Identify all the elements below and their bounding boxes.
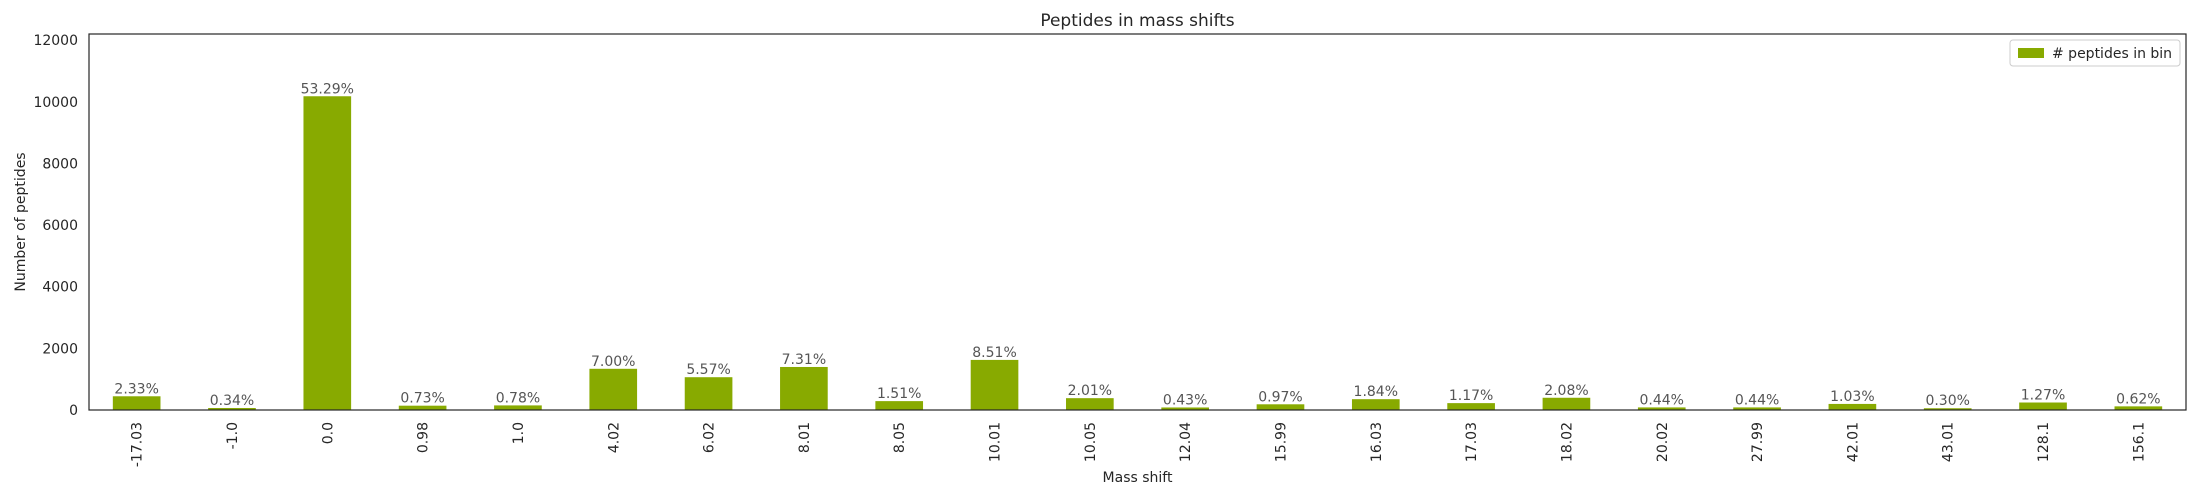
- x-tick-label: 27.99: [1750, 422, 1766, 462]
- y-tick-label: 0: [69, 403, 78, 419]
- x-tick-label: 0.0: [320, 422, 336, 444]
- legend-swatch: [2018, 48, 2044, 58]
- bar: [875, 401, 924, 410]
- bar-data-label: 0.30%: [1925, 393, 1969, 409]
- bar: [1923, 408, 1972, 410]
- bar: [970, 359, 1019, 410]
- bar: [1733, 407, 1781, 410]
- x-tick-label: 10.01: [988, 422, 1004, 462]
- y-tick-label: 10000: [33, 95, 78, 111]
- bar: [589, 368, 638, 410]
- bar: [303, 96, 352, 410]
- bar-data-label: 0.62%: [2116, 391, 2160, 407]
- bar-data-label: 0.44%: [1735, 392, 1779, 408]
- x-tick-label: 20.02: [1655, 422, 1671, 462]
- bars: [112, 96, 2163, 410]
- x-axis-ticks: -17.03 -1.0 0.0 0.98 1.0 4.02 6.02 8.01 8.05 10.0…: [130, 422, 2148, 467]
- x-tick-label: 43.01: [1941, 422, 1957, 462]
- bar: [494, 405, 542, 410]
- bar-data-label: 2.01%: [1068, 383, 1112, 399]
- x-tick-label: 10.05: [1083, 422, 1099, 462]
- bar: [1542, 397, 1591, 410]
- bar-data-label: 5.57%: [686, 362, 730, 378]
- bar: [1828, 403, 1877, 410]
- bar-data-label: 8.51%: [972, 345, 1016, 361]
- bar-data-label: 7.31%: [782, 352, 826, 368]
- bar-data-label: 1.03%: [1830, 389, 1874, 405]
- legend-box: [2009, 39, 2181, 67]
- x-tick-label: 17.03: [1464, 422, 1480, 462]
- bar: [1351, 399, 1400, 410]
- bar-data-label: 0.78%: [496, 390, 540, 406]
- bar: [780, 366, 828, 410]
- x-tick-label: 18.02: [1559, 422, 1575, 462]
- y-tick-label: 4000: [42, 280, 78, 296]
- legend: # peptides in bin: [2009, 39, 2181, 67]
- y-tick-label: 8000: [42, 156, 78, 172]
- bar-data-label: 1.51%: [877, 386, 921, 402]
- bar: [112, 396, 161, 410]
- bar: [1637, 407, 1686, 410]
- x-tick-label: 1.0: [511, 422, 527, 444]
- y-tick-label: 12000: [33, 33, 78, 49]
- bar-data-label: 0.44%: [1640, 392, 1684, 408]
- x-tick-label: 6.02: [702, 422, 718, 453]
- bar-data-label: 0.97%: [1258, 389, 1302, 405]
- x-axis-title: Mass shift: [1103, 470, 1173, 486]
- bar: [398, 405, 447, 410]
- bar: [1161, 407, 1209, 410]
- bar-data-label: 0.73%: [400, 391, 444, 407]
- bar-data-label: 53.29%: [301, 81, 354, 97]
- x-tick-label: 12.04: [1178, 422, 1194, 462]
- x-tick-label: 0.98: [416, 422, 432, 453]
- bar-data-label: 7.00%: [591, 354, 635, 370]
- bar-data-label: 1.17%: [1449, 388, 1493, 404]
- x-tick-label: -17.03: [130, 422, 146, 467]
- bar: [1447, 403, 1495, 410]
- plot-frame: [88, 33, 2187, 411]
- bar-data-labels: 2.33% 0.34% 53.29% 0.73% 0.78% 7.00% 5.57% 7.31…: [114, 81, 2160, 409]
- bar-data-label: 2.08%: [1544, 383, 1588, 399]
- x-tick-label: 8.05: [892, 422, 908, 453]
- x-tick-label: 15.99: [1273, 422, 1289, 462]
- y-axis-title: Number of peptides: [13, 152, 29, 291]
- x-tick-label: 42.01: [1845, 422, 1861, 462]
- x-tick-label: -1.0: [225, 422, 241, 449]
- x-tick-label: 128.1: [2036, 422, 2052, 462]
- bar-data-label: 1.84%: [1354, 384, 1398, 400]
- bar: [1066, 398, 1114, 410]
- y-axis-ticks: 0 2000 4000 6000 8000 10000 12000: [33, 33, 78, 419]
- x-tick-label: 16.03: [1369, 422, 1385, 462]
- chart-title: Peptides in mass shifts: [1040, 11, 1234, 31]
- bar: [2114, 406, 2163, 410]
- x-tick-label: 4.02: [606, 422, 622, 453]
- legend-label: # peptides in bin: [2052, 46, 2172, 62]
- bar-data-label: 2.33%: [114, 381, 158, 397]
- bar-data-label: 0.34%: [210, 393, 254, 409]
- x-tick-label: 8.01: [797, 422, 813, 453]
- bar-data-label: 0.43%: [1163, 392, 1207, 408]
- y-tick-label: 2000: [42, 341, 78, 357]
- x-tick-label: 156.1: [2131, 422, 2147, 462]
- bar: [684, 377, 733, 410]
- bar: [1256, 404, 1305, 410]
- bar-data-label: 1.27%: [2021, 388, 2065, 404]
- bar: [208, 407, 256, 410]
- bar: [2019, 402, 2067, 410]
- y-tick-label: 6000: [42, 218, 78, 234]
